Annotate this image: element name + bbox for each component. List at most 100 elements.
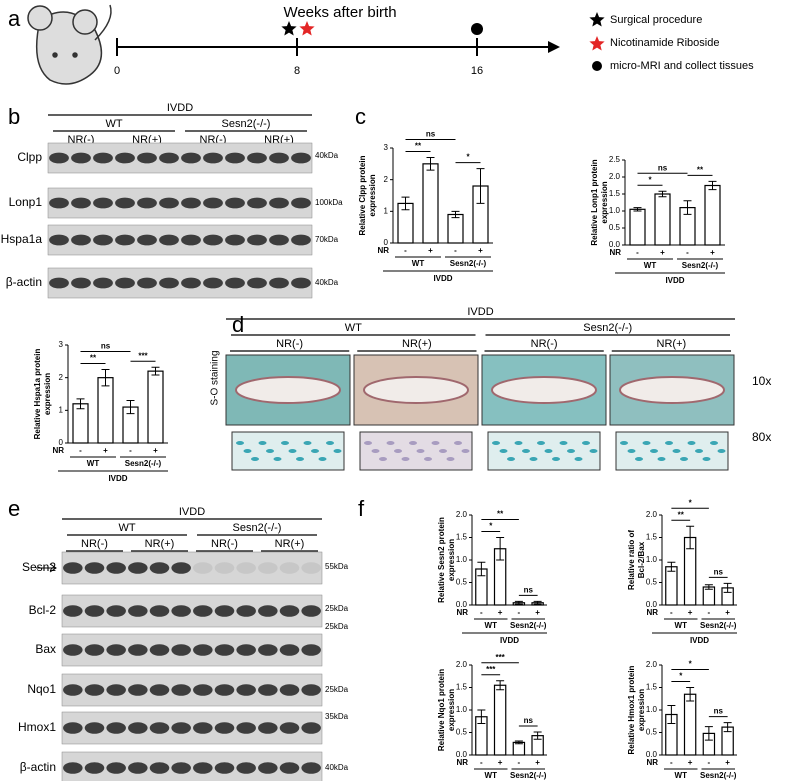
cell [311,449,319,453]
blot-band [159,234,179,246]
label: S-O staining [210,350,221,405]
legend-text: micro-MRI and collect tissues [610,60,754,72]
label: WT [675,621,688,630]
error-bar [686,525,695,550]
label: Hmox1 [18,720,56,734]
blot-band [236,562,256,574]
blot-band [106,722,126,734]
blot-band [236,762,256,774]
marker: 70kDa [315,235,339,244]
y-tick-label: 2.0 [456,510,468,519]
blot-band [128,644,148,656]
blot-band [301,684,321,696]
y-tick-label: 2.0 [609,172,621,181]
blot-strip [61,551,323,585]
blot-band [84,644,105,656]
y-label: expression [600,181,609,223]
y-tick-label: 0.5 [646,578,658,587]
cell [394,449,402,453]
error-bar [533,600,542,605]
blot-band [203,277,223,289]
error-bar [151,366,160,376]
cell [552,457,560,461]
blot-band [63,762,83,774]
blot-band [84,605,105,617]
cell [710,441,718,445]
blot-band [279,562,300,574]
sig-label: ** [90,354,97,363]
x-tick-label: + [688,608,693,617]
x-tick-label: - [708,758,711,767]
marker: 40kDa [325,763,349,772]
cell [454,441,462,445]
bar [447,213,464,244]
cell [446,457,455,461]
blot-band [181,197,201,209]
label: Sesn2(-/-) [510,621,547,630]
blot-band [258,562,278,574]
error-bar [708,180,717,191]
y-tick-label: 1 [59,405,64,414]
blot-band [171,644,191,656]
bar [512,741,526,756]
y-tick-label: 2.0 [646,510,658,519]
blot-band [225,234,245,246]
bar [654,193,671,246]
arrow-head [548,41,560,53]
cell [695,449,703,453]
blot-band [159,277,179,289]
blot-band [106,605,126,617]
blot-band [106,644,126,656]
blot-band [279,605,300,617]
error-bar [476,168,485,204]
blot-band [171,605,191,617]
marker: 100kDa [315,198,343,207]
x-tick-label: - [480,758,483,767]
blot-strip [47,267,313,299]
error-bar [533,731,542,740]
blot-band [214,684,235,696]
panel-label: e [8,496,20,521]
y-label: expression [447,539,456,581]
label: WT [345,322,362,334]
blot-band [301,762,321,774]
y-tick-label: 0.5 [456,578,468,587]
cell [236,441,244,445]
bar [422,163,439,244]
cell [401,457,410,461]
label: Sesn2(-/-) [222,118,271,130]
label: WT [644,261,657,270]
blot-band [225,152,245,164]
cell [717,449,726,453]
cell [514,441,523,445]
label: IVDD [467,306,493,318]
cell [431,441,440,445]
arrow [36,563,57,573]
cell [582,441,590,445]
x-tick-label: + [498,608,503,617]
blot-band [291,197,311,209]
sig-label: * [489,522,493,531]
label: 80x [752,430,771,444]
cell [574,457,583,461]
error-bar [126,400,135,415]
bar [704,184,721,246]
y-tick-label: 1.5 [456,683,468,692]
sig-label: * [679,672,683,681]
sig-label: ** [678,510,685,519]
x-tick-label: - [480,608,483,617]
panel-label: c [355,104,366,129]
label: NR [52,446,64,455]
blot-band [301,644,321,656]
blot-band [115,152,135,164]
label: NR(+) [275,538,305,550]
cell [266,449,274,453]
blot-band [93,277,113,289]
y-label: expression [43,373,52,415]
blot-band [247,197,267,209]
y-tick-label: 0.5 [456,728,468,737]
error-bar [514,600,523,605]
label: Sesn2(-/-) [682,261,719,270]
label: WT [485,621,498,630]
label: WT [87,459,100,468]
